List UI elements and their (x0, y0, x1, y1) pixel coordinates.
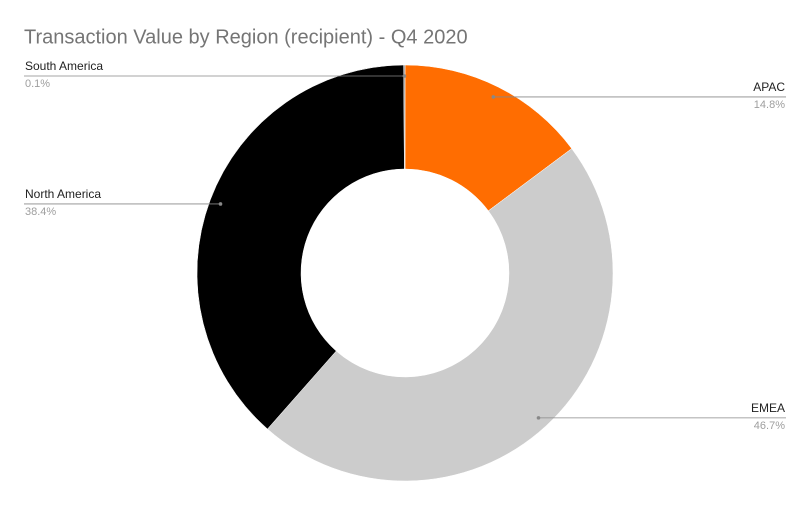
legend-label: North America (25, 187, 101, 201)
value-label: 0.1% (25, 78, 50, 90)
value-label: 38.4% (25, 206, 56, 218)
legend-label: EMEA (751, 401, 785, 415)
donut-slice (404, 64, 573, 212)
donut-slice (196, 64, 405, 430)
donut-slice (403, 64, 406, 170)
donut-slice (267, 148, 614, 482)
value-label: 14.8% (754, 99, 785, 111)
leader-dot (536, 416, 541, 420)
leader-dot (491, 95, 496, 99)
legend-label: APAC (753, 80, 785, 94)
leader-dot (218, 202, 223, 206)
leader-dot (402, 74, 407, 78)
value-label: 46.7% (754, 420, 785, 432)
chart-title: Transaction Value by Region (recipient) … (24, 26, 468, 48)
legend-label: South America (25, 59, 103, 73)
